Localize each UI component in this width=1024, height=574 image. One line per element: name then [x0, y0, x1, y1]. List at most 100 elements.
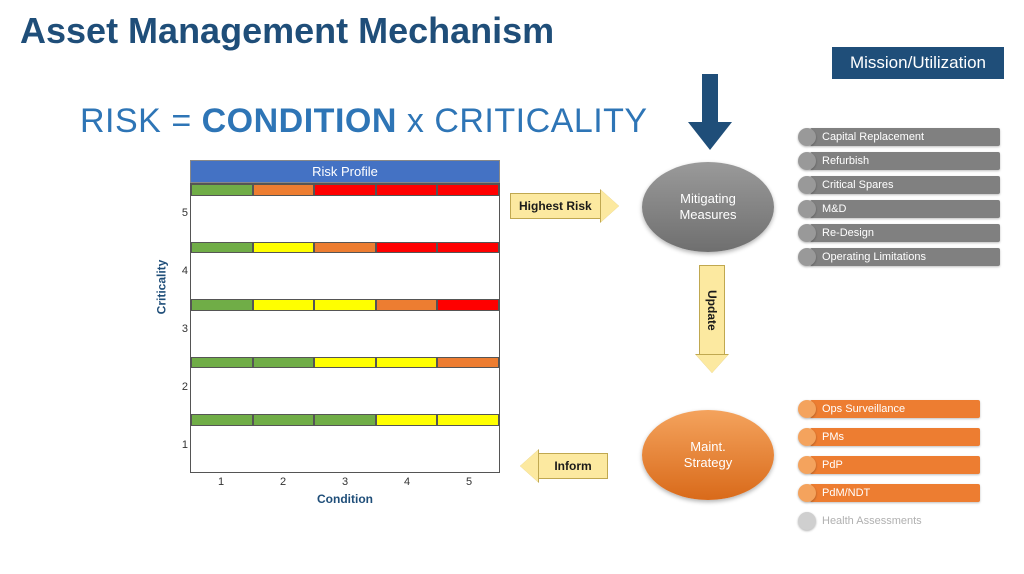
formula-op: x [407, 102, 425, 140]
matrix-cell [376, 357, 438, 369]
x-tick: 5 [438, 476, 500, 488]
matrix-row [191, 184, 499, 196]
matrix-cell [314, 299, 376, 311]
mitigating-item: Capital Replacement [798, 128, 1000, 146]
arrow-head-icon [520, 450, 538, 482]
bullet-icon [798, 224, 816, 242]
maint-item-label: Ops Surveillance [810, 400, 980, 418]
mitigating-item-label: M&D [810, 200, 1000, 218]
mitigating-measures-node: MitigatingMeasures [642, 162, 774, 252]
mitigating-item-label: Critical Spares [810, 176, 1000, 194]
y-tick: 5 [170, 184, 188, 242]
bullet-icon [798, 176, 816, 194]
matrix-cell [191, 357, 253, 369]
bullet-icon [798, 512, 816, 530]
matrix-row [191, 357, 499, 369]
bullet-icon [798, 484, 816, 502]
mitigating-measures-label: MitigatingMeasures [679, 191, 736, 224]
y-axis-label: Criticality [154, 260, 168, 315]
maint-item: PdP [798, 456, 980, 474]
matrix-cell [314, 242, 376, 254]
matrix-cell [253, 299, 315, 311]
y-tick: 4 [170, 242, 188, 300]
matrix-cell [253, 184, 315, 196]
bullet-icon [798, 152, 816, 170]
matrix-cell [253, 414, 315, 426]
x-tick: 1 [190, 476, 252, 488]
mitigating-item-label: Re-Design [810, 224, 1000, 242]
matrix-cell [437, 357, 499, 369]
arrow-inform-label: Inform [538, 453, 608, 479]
bullet-icon [798, 128, 816, 146]
matrix-cell [437, 414, 499, 426]
y-ticks: 54321 [170, 184, 188, 474]
arrow-head-icon [601, 190, 619, 222]
bullet-icon [798, 400, 816, 418]
formula-criticality: CRITICALITY [434, 102, 647, 140]
formula-lhs: RISK [80, 102, 161, 140]
risk-matrix-grid [190, 183, 500, 473]
matrix-cell [191, 299, 253, 311]
maint-item: Ops Surveillance [798, 400, 980, 418]
maint-item-label: Health Assessments [810, 512, 980, 530]
matrix-cell [253, 357, 315, 369]
matrix-cell [314, 184, 376, 196]
matrix-row [191, 299, 499, 311]
matrix-cell [376, 414, 438, 426]
mitigating-item: M&D [798, 200, 1000, 218]
arrow-update: Update [696, 265, 728, 373]
maint-item-label: PdM/NDT [810, 484, 980, 502]
y-tick: 2 [170, 358, 188, 416]
maint-strategy-node: Maint.Strategy [642, 410, 774, 500]
bullet-icon [798, 200, 816, 218]
mitigating-item: Refurbish [798, 152, 1000, 170]
y-tick: 1 [170, 416, 188, 474]
maint-strategy-label: Maint.Strategy [684, 439, 732, 472]
arrow-highest-risk: Highest Risk [510, 190, 619, 222]
mission-arrow-icon [680, 74, 740, 152]
risk-matrix-title: Risk Profile [190, 160, 500, 183]
mitigating-item: Critical Spares [798, 176, 1000, 194]
matrix-cell [191, 242, 253, 254]
maint-item: Health Assessments [798, 512, 980, 530]
mission-box: Mission/Utilization [832, 47, 1004, 79]
matrix-cell [437, 184, 499, 196]
bullet-icon [798, 428, 816, 446]
mitigating-item-label: Operating Limitations [810, 248, 1000, 266]
matrix-row [191, 242, 499, 254]
matrix-cell [376, 299, 438, 311]
arrow-highest-risk-label: Highest Risk [510, 193, 601, 219]
arrow-inform: Inform [520, 450, 608, 482]
formula-condition: CONDITION [202, 102, 397, 140]
x-tick: 4 [376, 476, 438, 488]
matrix-row [191, 414, 499, 426]
y-tick: 3 [170, 300, 188, 358]
maint-item: PdM/NDT [798, 484, 980, 502]
mitigating-item: Operating Limitations [798, 248, 1000, 266]
maint-item-label: PdP [810, 456, 980, 474]
risk-formula: RISK = CONDITION x CRITICALITY [80, 102, 648, 141]
matrix-cell [314, 357, 376, 369]
matrix-cell [191, 414, 253, 426]
risk-matrix: Risk Profile 54321 12345 Criticality Con… [140, 160, 500, 473]
matrix-cell [437, 299, 499, 311]
mitigating-item: Re-Design [798, 224, 1000, 242]
matrix-cell [437, 242, 499, 254]
matrix-cell [191, 184, 253, 196]
arrow-update-label: Update [699, 265, 725, 355]
mitigating-item-label: Refurbish [810, 152, 1000, 170]
formula-eq: = [171, 102, 191, 140]
matrix-cell [376, 184, 438, 196]
mitigating-item-label: Capital Replacement [810, 128, 1000, 146]
bullet-icon [798, 456, 816, 474]
page-title: Asset Management Mechanism [20, 10, 554, 52]
x-axis-label: Condition [190, 492, 500, 506]
x-ticks: 12345 [190, 476, 500, 488]
bullet-icon [798, 248, 816, 266]
maint-item-label: PMs [810, 428, 980, 446]
x-tick: 2 [252, 476, 314, 488]
matrix-cell [253, 242, 315, 254]
matrix-cell [314, 414, 376, 426]
maint-item: PMs [798, 428, 980, 446]
x-tick: 3 [314, 476, 376, 488]
